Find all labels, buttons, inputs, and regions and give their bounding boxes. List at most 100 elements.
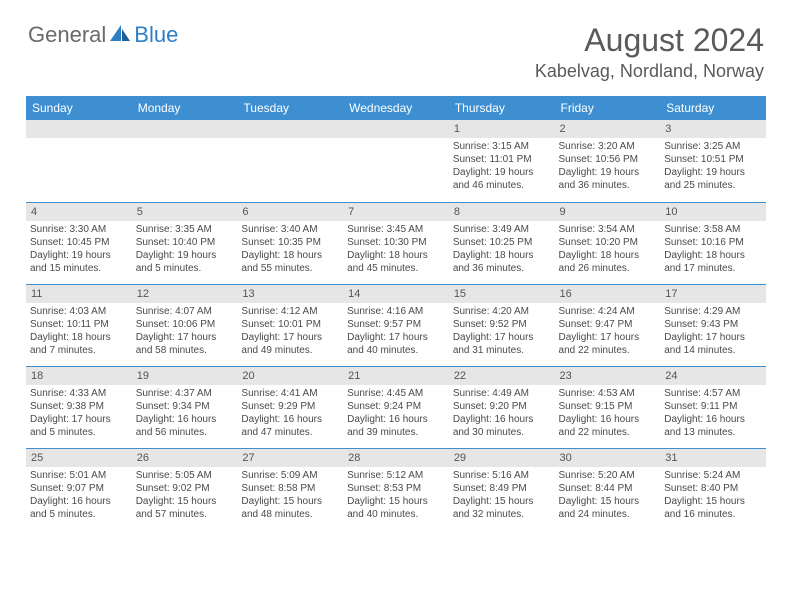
day-number: 11 bbox=[26, 285, 132, 303]
day-details: Sunrise: 4:33 AMSunset: 9:38 PMDaylight:… bbox=[26, 385, 132, 441]
logo-text-blue: Blue bbox=[134, 22, 178, 48]
weekday-header: Thursday bbox=[449, 96, 555, 120]
day-number: 15 bbox=[449, 285, 555, 303]
day-details: Sunrise: 4:57 AMSunset: 9:11 PMDaylight:… bbox=[660, 385, 766, 441]
calendar-day-cell: 1Sunrise: 3:15 AMSunset: 11:01 PMDayligh… bbox=[449, 120, 555, 202]
calendar-day-cell bbox=[132, 120, 238, 202]
daylight-text: Daylight: 19 hours and 46 minutes. bbox=[453, 166, 551, 192]
day-details: Sunrise: 5:09 AMSunset: 8:58 PMDaylight:… bbox=[237, 467, 343, 523]
day-details: Sunrise: 5:16 AMSunset: 8:49 PMDaylight:… bbox=[449, 467, 555, 523]
sunset-text: Sunset: 10:16 PM bbox=[664, 236, 762, 249]
day-details: Sunrise: 4:03 AMSunset: 10:11 PMDaylight… bbox=[26, 303, 132, 359]
day-number bbox=[132, 120, 238, 138]
location: Kabelvag, Nordland, Norway bbox=[535, 61, 764, 82]
sunset-text: Sunset: 10:06 PM bbox=[136, 318, 234, 331]
sunset-text: Sunset: 11:01 PM bbox=[453, 153, 551, 166]
calendar-day-cell: 5Sunrise: 3:35 AMSunset: 10:40 PMDayligh… bbox=[132, 202, 238, 284]
sunrise-text: Sunrise: 4:24 AM bbox=[559, 305, 657, 318]
calendar-table: Sunday Monday Tuesday Wednesday Thursday… bbox=[26, 96, 766, 530]
calendar-day-cell: 6Sunrise: 3:40 AMSunset: 10:35 PMDayligh… bbox=[237, 202, 343, 284]
calendar-week-row: 4Sunrise: 3:30 AMSunset: 10:45 PMDayligh… bbox=[26, 202, 766, 284]
calendar-day-cell: 11Sunrise: 4:03 AMSunset: 10:11 PMDaylig… bbox=[26, 284, 132, 366]
day-number: 3 bbox=[660, 120, 766, 138]
calendar-day-cell: 24Sunrise: 4:57 AMSunset: 9:11 PMDayligh… bbox=[660, 366, 766, 448]
sunrise-text: Sunrise: 4:53 AM bbox=[559, 387, 657, 400]
sunset-text: Sunset: 9:11 PM bbox=[664, 400, 762, 413]
weekday-header: Friday bbox=[555, 96, 661, 120]
day-number: 2 bbox=[555, 120, 661, 138]
day-details: Sunrise: 3:40 AMSunset: 10:35 PMDaylight… bbox=[237, 221, 343, 277]
daylight-text: Daylight: 19 hours and 15 minutes. bbox=[30, 249, 128, 275]
weekday-header: Saturday bbox=[660, 96, 766, 120]
day-number: 25 bbox=[26, 449, 132, 467]
daylight-text: Daylight: 15 hours and 40 minutes. bbox=[347, 495, 445, 521]
sunset-text: Sunset: 10:25 PM bbox=[453, 236, 551, 249]
day-details: Sunrise: 4:29 AMSunset: 9:43 PMDaylight:… bbox=[660, 303, 766, 359]
sunset-text: Sunset: 8:49 PM bbox=[453, 482, 551, 495]
calendar-week-row: 25 Sunrise: 5:01 AMSunset: 9:07 PM Dayligh… bbox=[26, 448, 766, 530]
day-number: 28 bbox=[343, 449, 449, 467]
sunrise-text: Sunrise: 5:16 AM bbox=[453, 469, 551, 482]
sunrise-text: Sunrise: 4:12 AM bbox=[241, 305, 339, 318]
calendar-day-cell: 8Sunrise: 3:49 AMSunset: 10:25 PMDayligh… bbox=[449, 202, 555, 284]
sunrise-text: Sunrise: 5:09 AM bbox=[241, 469, 339, 482]
day-details: Sunrise: 3:35 AMSunset: 10:40 PMDaylight… bbox=[132, 221, 238, 277]
calendar-day-cell: 7Sunrise: 3:45 AMSunset: 10:30 PMDayligh… bbox=[343, 202, 449, 284]
sunset-text: Sunset: 9:20 PM bbox=[453, 400, 551, 413]
sunset-text: Sunset: 9:24 PM bbox=[347, 400, 445, 413]
day-details: Sunrise: 5:24 AMSunset: 8:40 PMDaylight:… bbox=[660, 467, 766, 523]
calendar-day-cell: 14Sunrise: 4:16 AMSunset: 9:57 PMDayligh… bbox=[343, 284, 449, 366]
calendar-day-cell: 2Sunrise: 3:20 AMSunset: 10:56 PMDayligh… bbox=[555, 120, 661, 202]
month-title: August 2024 bbox=[535, 22, 764, 59]
daylight-text: Daylight: 16 hours and 13 minutes. bbox=[664, 413, 762, 439]
sunset-text: Sunset: 9:07 PM bbox=[30, 482, 128, 495]
daylight-text: Daylight: 18 hours and 45 minutes. bbox=[347, 249, 445, 275]
daylight-text: Daylight: 15 hours and 24 minutes. bbox=[559, 495, 657, 521]
day-details: Sunrise: 3:58 AMSunset: 10:16 PMDaylight… bbox=[660, 221, 766, 277]
calendar-week-row: 11Sunrise: 4:03 AMSunset: 10:11 PMDaylig… bbox=[26, 284, 766, 366]
daylight-text: Daylight: 18 hours and 7 minutes. bbox=[30, 331, 128, 357]
sunrise-text: Sunrise: 3:49 AM bbox=[453, 223, 551, 236]
day-number: 22 bbox=[449, 367, 555, 385]
day-number: 13 bbox=[237, 285, 343, 303]
day-details: Sunrise: 4:49 AMSunset: 9:20 PMDaylight:… bbox=[449, 385, 555, 441]
day-details: Sunrise: 3:15 AMSunset: 11:01 PMDaylight… bbox=[449, 138, 555, 194]
day-details: Sunrise: 3:45 AMSunset: 10:30 PMDaylight… bbox=[343, 221, 449, 277]
sunrise-text: Sunrise: 4:37 AM bbox=[136, 387, 234, 400]
day-number: 10 bbox=[660, 203, 766, 221]
day-number: 1 bbox=[449, 120, 555, 138]
calendar-day-cell: 17Sunrise: 4:29 AMSunset: 9:43 PMDayligh… bbox=[660, 284, 766, 366]
day-details: Sunrise: 3:49 AMSunset: 10:25 PMDaylight… bbox=[449, 221, 555, 277]
title-block: August 2024 Kabelvag, Nordland, Norway bbox=[535, 22, 764, 82]
daylight-text: Daylight: 17 hours and 5 minutes. bbox=[30, 413, 128, 439]
day-number: 21 bbox=[343, 367, 449, 385]
daylight-text: Daylight: 18 hours and 55 minutes. bbox=[241, 249, 339, 275]
sunset-text: Sunset: 10:01 PM bbox=[241, 318, 339, 331]
sunrise-text: Sunrise: 3:20 AM bbox=[559, 140, 657, 153]
calendar-day-cell: 15Sunrise: 4:20 AMSunset: 9:52 PMDayligh… bbox=[449, 284, 555, 366]
sunrise-text: Sunrise: 4:41 AM bbox=[241, 387, 339, 400]
daylight-text: Daylight: 15 hours and 16 minutes. bbox=[664, 495, 762, 521]
sunset-text: Sunset: 8:44 PM bbox=[559, 482, 657, 495]
daylight-text: Daylight: 17 hours and 31 minutes. bbox=[453, 331, 551, 357]
sunrise-text: Sunrise: 3:35 AM bbox=[136, 223, 234, 236]
day-number: 31 bbox=[660, 449, 766, 467]
logo: General Blue bbox=[28, 22, 178, 48]
sunrise-text: Sunrise: 5:01 AM bbox=[30, 469, 128, 482]
calendar-week-row: 1Sunrise: 3:15 AMSunset: 11:01 PMDayligh… bbox=[26, 120, 766, 202]
calendar-week-row: 18Sunrise: 4:33 AMSunset: 9:38 PMDayligh… bbox=[26, 366, 766, 448]
sunrise-text: Sunrise: 3:54 AM bbox=[559, 223, 657, 236]
logo-text-gray: General bbox=[28, 22, 106, 48]
day-details: Sunrise: 5:12 AMSunset: 8:53 PMDaylight:… bbox=[343, 467, 449, 523]
sunrise-text: Sunrise: 4:20 AM bbox=[453, 305, 551, 318]
day-number: 4 bbox=[26, 203, 132, 221]
logo-sail-icon bbox=[108, 23, 132, 48]
sunrise-text: Sunrise: 5:24 AM bbox=[664, 469, 762, 482]
daylight-text: Daylight: 18 hours and 17 minutes. bbox=[664, 249, 762, 275]
day-details: Sunrise: 4:12 AMSunset: 10:01 PMDaylight… bbox=[237, 303, 343, 359]
daylight-text: Daylight: 15 hours and 57 minutes. bbox=[136, 495, 234, 521]
sunrise-text: Sunrise: 3:58 AM bbox=[664, 223, 762, 236]
calendar-day-cell: 29Sunrise: 5:16 AMSunset: 8:49 PMDayligh… bbox=[449, 448, 555, 530]
daylight-text: Daylight: 18 hours and 36 minutes. bbox=[453, 249, 551, 275]
sunrise-text: Sunrise: 3:45 AM bbox=[347, 223, 445, 236]
